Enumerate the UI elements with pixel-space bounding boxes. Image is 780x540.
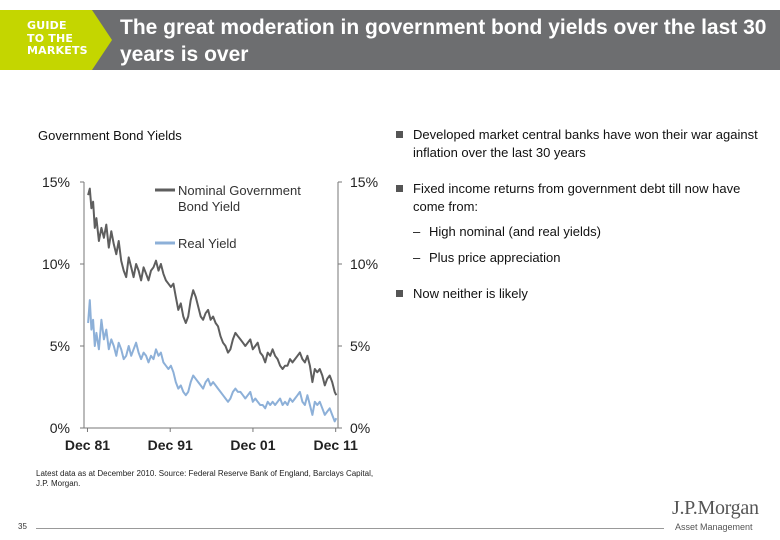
left-tick-label: 5%: [50, 338, 70, 354]
real-yield-line: [87, 299, 338, 423]
legend-label-nominal-1: Nominal Government: [178, 183, 301, 198]
jp-morgan-logo: J.P.Morgan: [672, 497, 759, 519]
logo-line-1: GUIDE: [27, 19, 67, 32]
guide-to-the-markets-logo: [0, 10, 112, 70]
sub-bullet-text: High nominal (and real yields): [429, 224, 601, 239]
legend-label-real: Real Yield: [178, 236, 237, 251]
jp-morgan-logo-subtitle: Asset Management: [675, 522, 753, 532]
dash-icon: –: [413, 224, 421, 239]
dash-icon: –: [413, 250, 421, 265]
logo-text: GUIDE TO THE MARKETS: [27, 19, 97, 58]
right-tick-label: 10%: [350, 256, 378, 272]
right-tick-label: 5%: [350, 338, 370, 354]
logo-line-2: TO THE: [27, 31, 74, 45]
bullet-text: Now neither is likely: [413, 286, 528, 301]
left-tick-label: 10%: [42, 256, 70, 272]
nominal-yield-line: [87, 187, 338, 396]
page-title: The great moderation in government bond …: [120, 16, 767, 66]
legend-label-nominal-2: Bond Yield: [178, 199, 240, 214]
bullet-square-icon: [396, 131, 403, 138]
x-tick-label: Dec 81: [65, 437, 110, 453]
x-tick-label: Dec 91: [148, 437, 193, 453]
right-tick-label: 15%: [350, 174, 378, 190]
source-note: Latest data as at December 2010. Source:…: [36, 469, 374, 488]
footer-divider: [36, 528, 664, 529]
bullet-text: Fixed income returns from government deb…: [413, 181, 741, 214]
right-tick-label: 0%: [350, 420, 370, 436]
bullet-text: Developed market central banks have won …: [413, 127, 758, 160]
x-tick-label: Dec 01: [230, 437, 275, 453]
left-tick-label: 0%: [50, 420, 70, 436]
header-bar: [0, 10, 780, 70]
page-number: 35: [18, 522, 27, 531]
bullet-square-icon: [396, 290, 403, 297]
chart-title: Government Bond Yields: [38, 128, 182, 143]
bullet-square-icon: [396, 185, 403, 192]
left-tick-label: 15%: [42, 174, 70, 190]
sub-bullet-text: Plus price appreciation: [429, 250, 561, 265]
x-tick-label: Dec 11: [313, 437, 358, 453]
logo-line-3: MARKETS: [27, 44, 88, 57]
